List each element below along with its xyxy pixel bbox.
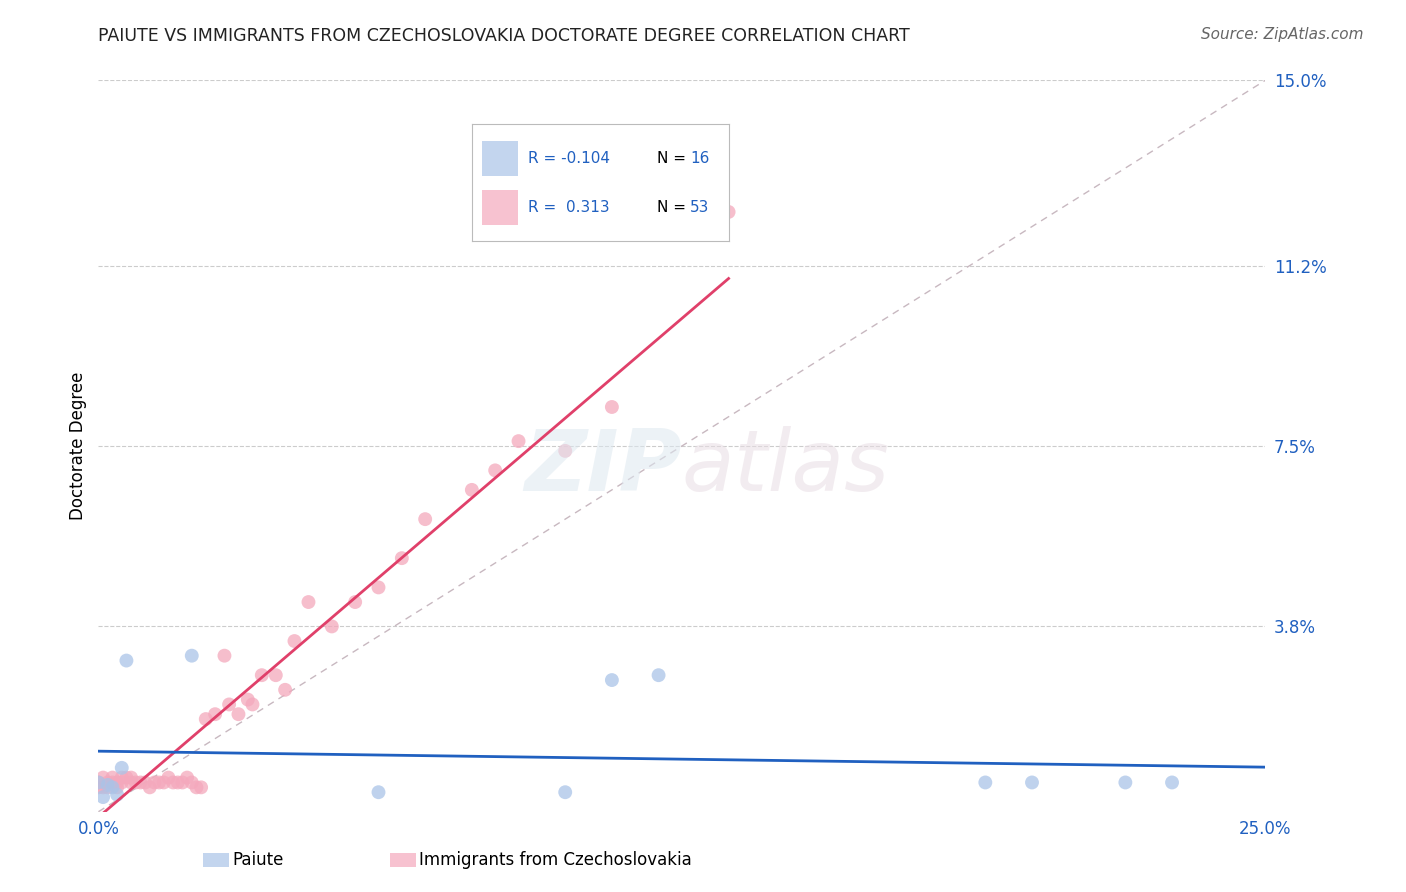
Text: atlas: atlas (682, 426, 890, 509)
Point (91, 771, 114, 785)
Point (228, 707, 250, 722)
Point (242, 698, 264, 712)
Bar (204, 854, 229, 867)
Point (391, 551, 413, 566)
Point (1161, 775, 1184, 789)
Point (413, 512, 436, 526)
Y-axis label: Doctorate Degree: Doctorate Degree (69, 372, 87, 520)
Point (111, 761, 134, 775)
Point (111, 775, 134, 789)
Point (461, 483, 484, 497)
Point (264, 668, 287, 682)
Text: PAIUTE VS IMMIGRANTS FROM CZECHOSLOVAKIA DOCTORATE DEGREE CORRELATION CHART: PAIUTE VS IMMIGRANTS FROM CZECHOSLOVAKIA… (98, 27, 910, 45)
Point (600, 400, 623, 414)
Point (91, 790, 114, 805)
Point (283, 634, 305, 648)
Text: Immigrants from Czechoslovakia: Immigrants from Czechoslovakia (419, 851, 692, 869)
Point (1021, 775, 1043, 789)
Point (129, 775, 152, 789)
Point (148, 775, 170, 789)
Point (87, 780, 110, 795)
Point (105, 775, 128, 789)
Point (274, 682, 297, 697)
Point (120, 771, 142, 785)
Point (143, 775, 166, 789)
Point (166, 775, 188, 789)
Point (97, 780, 120, 795)
Point (172, 775, 194, 789)
Point (97, 778, 120, 792)
Point (180, 775, 202, 789)
Point (344, 595, 367, 609)
Point (97, 775, 120, 789)
Point (554, 785, 576, 799)
Text: Source: ZipAtlas.com: Source: ZipAtlas.com (1201, 27, 1364, 42)
Point (115, 771, 138, 785)
Point (111, 771, 134, 785)
Point (321, 619, 343, 633)
Point (134, 775, 156, 789)
Point (194, 712, 217, 726)
Point (186, 780, 208, 795)
Point (600, 673, 623, 687)
Point (554, 443, 576, 458)
Point (484, 463, 506, 477)
Point (162, 775, 184, 789)
Point (87, 775, 110, 789)
Point (157, 771, 180, 785)
Point (250, 668, 273, 682)
Point (139, 780, 162, 795)
Point (125, 775, 148, 789)
Point (105, 780, 128, 795)
Point (105, 788, 128, 802)
Text: Paiute: Paiute (232, 851, 284, 869)
Point (176, 771, 198, 785)
Point (190, 780, 212, 795)
Point (91, 780, 114, 795)
Point (101, 771, 124, 785)
Point (214, 648, 236, 663)
Point (204, 707, 226, 722)
Point (1114, 775, 1136, 789)
Bar (391, 854, 416, 867)
Point (974, 775, 997, 789)
Point (717, 205, 740, 219)
Point (120, 775, 142, 789)
Point (152, 775, 174, 789)
Point (508, 434, 530, 449)
Point (367, 581, 389, 595)
Point (297, 595, 319, 609)
Point (115, 654, 138, 668)
Point (647, 668, 669, 682)
Point (218, 698, 240, 712)
Point (101, 780, 124, 795)
Point (367, 785, 389, 799)
Text: ZIP: ZIP (524, 426, 682, 509)
Point (101, 775, 124, 789)
Point (236, 692, 259, 706)
Point (180, 648, 202, 663)
Point (87, 775, 110, 789)
